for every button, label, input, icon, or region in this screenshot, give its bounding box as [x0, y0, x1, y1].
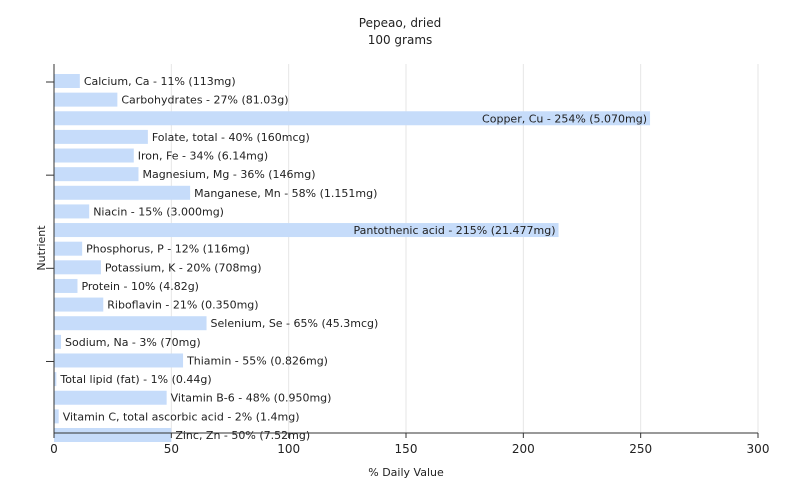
x-tick-label: 150: [395, 442, 418, 456]
chart-title: Pepeao, dried: [359, 16, 441, 30]
bar-label: Iron, Fe - 34% (6.14mg): [138, 150, 268, 163]
x-tick-label: 50: [164, 442, 179, 456]
bar-label: Niacin - 15% (3.000mg): [93, 205, 224, 218]
bar: [54, 204, 90, 219]
bar: [54, 428, 172, 442]
bar: [54, 278, 78, 293]
bar-label: Calcium, Ca - 11% (113mg): [84, 75, 236, 88]
axis-layer: 0 50 100 150 200 250 300: [46, 64, 769, 456]
bar-label: Total lipid (fat) - 1% (0.44g): [59, 373, 211, 386]
bar: [54, 111, 651, 126]
bar: [54, 167, 139, 182]
x-tick-label: 250: [629, 442, 652, 456]
bar: [54, 185, 191, 200]
bar-label: Folate, total - 40% (160mcg): [152, 131, 310, 144]
bar-label: Carbohydrates - 27% (81.03g): [121, 94, 288, 107]
y-axis-label: Nutrient: [35, 225, 48, 271]
bar: [54, 334, 62, 349]
bar-label: Thiamin - 55% (0.826mg): [186, 354, 328, 367]
bar-label: Manganese, Mn - 58% (1.151mg): [194, 187, 377, 200]
x-axis-label: % Daily Value: [368, 466, 444, 479]
bar-label: Phosphorus, P - 12% (116mg): [86, 243, 250, 256]
bar: [54, 409, 59, 424]
x-tick-label: 300: [747, 442, 770, 456]
bar: [54, 372, 57, 387]
bar: [54, 92, 118, 107]
bar: [54, 297, 104, 312]
bar-label: Protein - 10% (4.82g): [81, 280, 199, 293]
bar-label: Copper, Cu - 254% (5.070mg): [482, 112, 647, 125]
x-tick-label: 100: [277, 442, 300, 456]
chart-subtitle: 100 grams: [368, 33, 433, 47]
bar: [54, 223, 559, 238]
bar-label: Pantothenic acid - 215% (21.477mg): [354, 224, 556, 237]
grid-layer: [170, 64, 759, 433]
bar-label: Selenium, Se - 65% (45.3mcg): [211, 317, 379, 330]
bar: [54, 129, 148, 144]
bar-label: Vitamin B-6 - 48% (0.950mg): [171, 392, 332, 405]
bar: [54, 316, 207, 331]
bar-label: Sodium, Na - 3% (70mg): [65, 336, 201, 349]
bar-label: Magnesium, Mg - 36% (146mg): [142, 168, 315, 181]
bar-label: Vitamin C, total ascorbic acid - 2% (1.4…: [63, 410, 300, 423]
bar: [54, 260, 101, 275]
x-tick-label: 200: [512, 442, 535, 456]
bar: [54, 148, 134, 163]
bar: [54, 353, 184, 368]
bar-label: Riboflavin - 21% (0.350mg): [107, 299, 258, 312]
bar: [54, 390, 167, 405]
bar: [54, 74, 80, 88]
x-tick-label: 0: [50, 442, 58, 456]
bar-label: Zinc, Zn - 50% (7.52mg): [175, 429, 310, 442]
bar: [54, 241, 83, 256]
bar-label: Potassium, K - 20% (708mg): [105, 261, 262, 274]
bar-layer: Calcium, Ca - 11% (113mg) Carbohydrates -…: [54, 74, 651, 442]
